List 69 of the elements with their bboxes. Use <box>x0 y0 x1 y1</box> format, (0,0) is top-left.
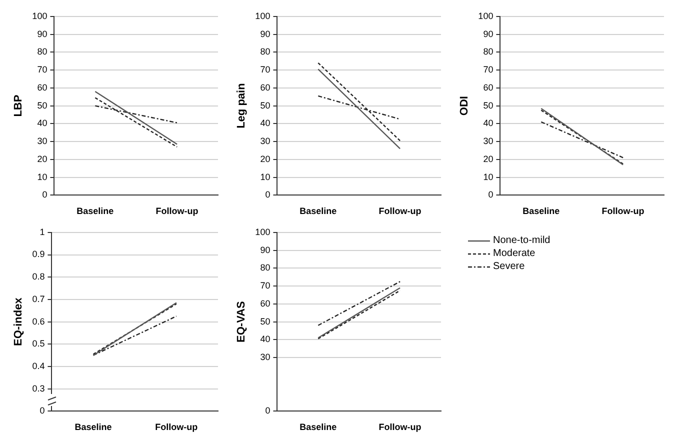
y-tick-label: 10 <box>37 172 48 182</box>
x-tick-label: Follow-up <box>156 206 199 216</box>
y-tick-label: 60 <box>260 82 270 92</box>
y-tick-label: 70 <box>260 280 270 291</box>
y-tick-label: 0 <box>265 190 270 200</box>
legend-label: None-to-mild <box>493 235 550 246</box>
x-tick-label: Baseline <box>76 206 114 216</box>
y-tick-label: 50 <box>260 100 270 110</box>
y-tick-label: 80 <box>483 46 494 57</box>
x-tick-label: Follow-up <box>155 422 198 432</box>
y-tick-label: 90 <box>37 28 48 39</box>
y-axis-title: EQ-index <box>12 296 25 346</box>
y-tick-label: 80 <box>260 46 270 57</box>
y-tick-label: 0 <box>488 190 494 200</box>
legend-label: Moderate <box>493 248 536 259</box>
y-tick-label: 100 <box>32 10 48 21</box>
y-tick-label: 70 <box>483 64 494 75</box>
y-tick-label: 0.8 <box>32 272 45 282</box>
y-tick-label: 70 <box>37 64 48 75</box>
y-tick-label: 100 <box>255 226 270 237</box>
y-tick-label: 70 <box>260 64 270 75</box>
y-tick-label: 60 <box>37 82 48 92</box>
y-tick-label: 100 <box>255 10 270 21</box>
y-tick-label: 20 <box>483 154 494 164</box>
y-tick-label: 30 <box>37 136 48 146</box>
y-tick-label: 30 <box>260 352 270 362</box>
y-tick-label: 0.7 <box>32 294 45 304</box>
y-tick-label: 40 <box>37 118 48 128</box>
y-tick-label: 50 <box>483 100 494 110</box>
y-tick-label: 0.5 <box>32 338 45 349</box>
y-tick-label: 20 <box>37 154 48 164</box>
y-tick-label: 50 <box>37 100 48 110</box>
y-tick-label: 0.3 <box>32 383 45 394</box>
x-tick-label: Follow-up <box>378 422 422 432</box>
y-tick-label: 10 <box>483 172 494 182</box>
y-tick-label: 40 <box>260 334 270 344</box>
y-tick-label: 0.4 <box>32 360 45 371</box>
y-tick-label: 90 <box>483 28 494 39</box>
y-tick-label: 80 <box>37 46 48 57</box>
x-tick-label: Follow-up <box>378 206 422 216</box>
y-tick-label: 50 <box>260 316 270 326</box>
y-tick-label: 0 <box>42 190 48 200</box>
y-tick-label: 10 <box>260 172 270 182</box>
y-tick-label: 0 <box>265 406 270 416</box>
x-tick-label: Baseline <box>300 206 337 216</box>
y-tick-label: 0 <box>40 406 45 416</box>
y-tick-label: 40 <box>260 118 270 128</box>
x-tick-label: Baseline <box>74 422 112 432</box>
x-tick-label: Baseline <box>522 206 560 216</box>
y-axis-title: ODI <box>458 96 471 116</box>
y-axis-title: EQ-VAS <box>236 301 248 342</box>
y-tick-label: 0.9 <box>32 249 45 260</box>
y-tick-label: 60 <box>260 298 270 308</box>
y-tick-label: 80 <box>260 262 270 273</box>
y-axis-title: LBP <box>12 94 25 117</box>
y-tick-label: 0.6 <box>32 316 45 326</box>
y-tick-label: 1 <box>40 226 45 237</box>
y-tick-label: 90 <box>260 28 270 39</box>
x-tick-label: Baseline <box>300 422 337 432</box>
y-tick-label: 90 <box>260 244 270 255</box>
y-tick-label: 100 <box>478 10 494 21</box>
y-tick-label: 30 <box>260 136 270 146</box>
y-tick-label: 40 <box>483 118 494 128</box>
legend-label: Severe <box>493 261 525 272</box>
y-tick-label: 20 <box>260 154 270 164</box>
y-tick-label: 30 <box>483 136 494 146</box>
y-tick-label: 60 <box>483 82 494 92</box>
y-axis-title: Leg pain <box>236 82 248 128</box>
x-tick-label: Follow-up <box>602 206 645 216</box>
